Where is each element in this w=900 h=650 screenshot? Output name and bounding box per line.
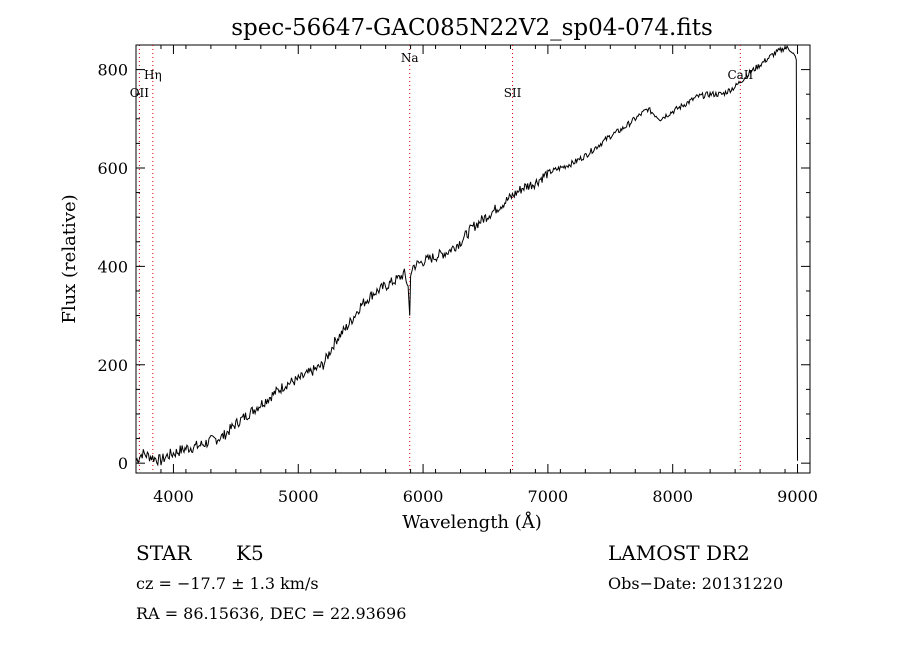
spectrum-line <box>135 44 798 467</box>
x-tick-label: 9000 <box>777 487 818 506</box>
spectral-line-label: Hη <box>144 68 162 82</box>
spectral-line-markers: Hη OII Na SII CaII <box>130 45 754 473</box>
spectral-line-label: OII <box>130 86 150 100</box>
y-tick-label: 0 <box>118 454 128 473</box>
y-tick-label: 200 <box>97 356 128 375</box>
coordinates: RA = 86.15636, DEC = 22.93696 <box>136 604 406 623</box>
axis-ticks <box>135 44 811 473</box>
survey-name: LAMOST DR2 <box>608 541 750 565</box>
y-axis-label: Flux (relative) <box>59 194 80 323</box>
object-class: STAR <box>136 541 192 565</box>
plot-frame <box>135 44 811 474</box>
spectral-line-label: Na <box>401 51 419 65</box>
velocity-readout: cz = −17.7 ± 1.3 km/s <box>136 574 319 593</box>
object-subclass: K5 <box>236 541 264 565</box>
x-tick-label: 5000 <box>278 487 319 506</box>
y-tick-label: 800 <box>97 61 128 80</box>
y-tick-label: 400 <box>97 257 128 276</box>
x-axis-label: Wavelength (Å) <box>402 511 542 533</box>
chart-title: spec-56647-GAC085N22V2_sp04-074.fits <box>231 15 713 41</box>
x-tick-label: 7000 <box>528 487 569 506</box>
x-tick-label: 8000 <box>652 487 693 506</box>
y-tick-label: 600 <box>97 159 128 178</box>
spectral-line-label: CaII <box>727 68 753 82</box>
obs-date: Obs−Date: 20131220 <box>608 574 783 593</box>
y-tick-labels: 0 200 400 600 800 <box>97 61 128 474</box>
spectral-line-label: SII <box>504 86 522 100</box>
x-tick-labels: 4000 5000 6000 7000 8000 9000 <box>153 487 818 506</box>
x-tick-label: 6000 <box>403 487 444 506</box>
x-tick-label: 4000 <box>153 487 194 506</box>
